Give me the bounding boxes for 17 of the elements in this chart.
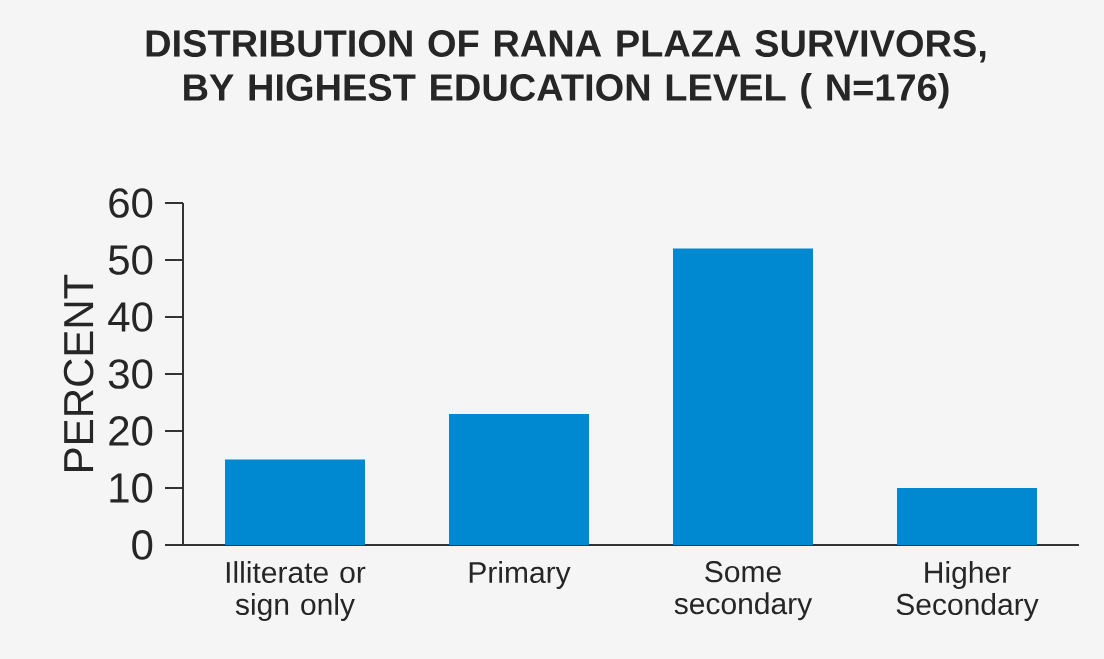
bar [449,413,589,545]
y-tick-label: 10 [110,473,153,503]
x-tick-label: Primary [469,561,571,589]
chart-title: DISTRIBUTION OF RANA PLAZA SURVIVORS, BY HIGHEST EDUCATION LEVEL ( N=176) [146,30,986,109]
y-tick-label: 40 [108,302,153,332]
x-tick-label: Some secondary [674,561,813,621]
bar [673,248,813,545]
y-tick-label: 0 [132,530,153,560]
y-tick-label: 50 [108,245,153,275]
x-tick-label: Higher Secondary [896,561,1039,621]
y-tick-label: 60 [109,188,153,218]
y-tick-label: 20 [109,416,153,446]
bar [897,487,1037,545]
x-tick-label: Illiterate or sign only [226,561,366,621]
y-tick-label: 30 [108,359,153,389]
bar [225,459,366,545]
y-axis-title: PERCENT [63,274,94,471]
